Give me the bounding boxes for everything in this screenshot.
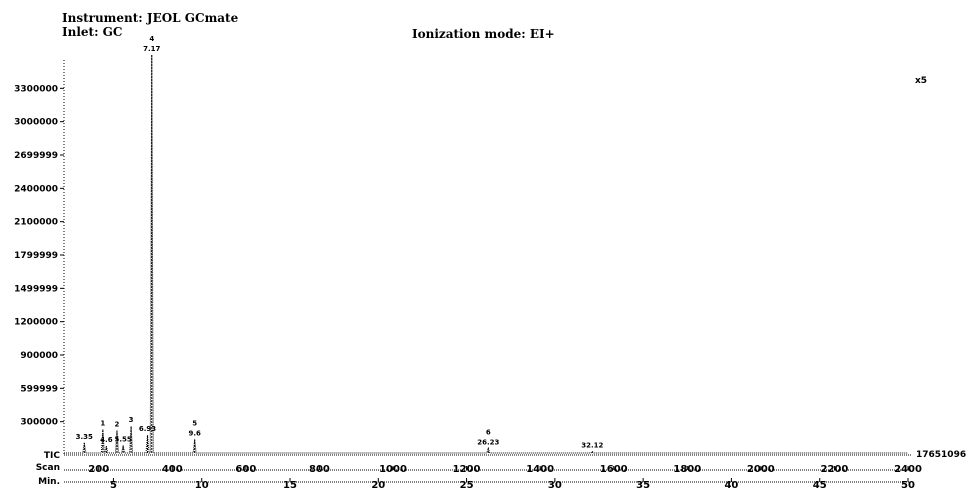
y-tick-label: 3000000 xyxy=(14,118,58,128)
peak-label-group: 3.35 1 4.62 5.55 3 6.93 7.17 4 9.6 5 26.23 6 32.12 xyxy=(76,35,604,450)
tic-label: TIC xyxy=(44,451,60,461)
y-tick-label: 900000 xyxy=(20,351,58,361)
peak-number-label: 2 xyxy=(115,421,120,429)
peak-rt-label: 3.35 xyxy=(76,433,93,441)
y-tick-label: 300000 xyxy=(20,418,58,428)
scan-tick-label: 800 xyxy=(309,464,330,475)
min-label: Min. xyxy=(38,477,60,487)
y-tick-label: 2400000 xyxy=(14,184,58,194)
tic-trace-group xyxy=(64,54,908,454)
y-tick-label: 2100000 xyxy=(14,218,58,228)
y-tick-label: 1200000 xyxy=(14,318,58,328)
peak-number-label: 5 xyxy=(192,419,197,427)
peak-rt-label: 6.93 xyxy=(139,425,156,433)
peak-number-label: 1 xyxy=(100,419,105,427)
min-tick-label: 25 xyxy=(460,480,474,490)
scan-tick-label: 1400 xyxy=(526,464,554,475)
scan-label: Scan xyxy=(36,463,60,473)
tic-trace-line xyxy=(64,54,908,454)
min-tick-label: 15 xyxy=(283,480,297,490)
y-tick-label: 599999 xyxy=(20,384,58,394)
tic-max-label: 17651096 xyxy=(916,450,966,460)
scan-tick-label: 1000 xyxy=(379,464,407,475)
min-tick-group: 5 10 15 20 25 30 35 40 45 50 xyxy=(110,478,915,491)
scan-tick-label: 1800 xyxy=(673,464,701,475)
ionization-mode-label: Ionization mode: EI+ xyxy=(412,27,555,41)
scan-tick-label: 2400 xyxy=(894,464,922,475)
y-tick-group: 300000 599999 900000 1200000 1499999 1799999 2… xyxy=(14,84,64,428)
y-tick-label: 2699999 xyxy=(14,151,58,161)
scan-tick-label: 1200 xyxy=(453,464,481,475)
scan-tick-label: 2000 xyxy=(747,464,775,475)
y-tick-label: 3300000 xyxy=(14,84,58,94)
y-tick-label: 1799999 xyxy=(14,251,58,261)
min-tick-label: 20 xyxy=(371,480,385,490)
scan-tick-label: 2200 xyxy=(821,464,849,475)
scan-tick-group: 200 400 600 800 1000 1200 1400 1600 1800 2000 2200… xyxy=(88,464,922,475)
peak-rt-label: 7.17 xyxy=(143,45,160,53)
multiplier-label: x5 xyxy=(915,76,927,86)
scan-tick-label: 200 xyxy=(88,464,109,475)
min-tick-label: 30 xyxy=(548,480,562,490)
inlet-label: Inlet: GC xyxy=(62,25,122,39)
peak-rt-label: 32.12 xyxy=(581,442,603,450)
min-tick-label: 50 xyxy=(901,480,915,490)
min-tick-label: 45 xyxy=(813,480,827,490)
scan-tick-label: 600 xyxy=(235,464,256,475)
peak-number-label: 3 xyxy=(129,416,134,424)
instrument-label: Instrument: JEOL GCmate xyxy=(62,11,239,25)
min-tick-label: 5 xyxy=(110,480,117,490)
y-tick-label: 1499999 xyxy=(14,284,58,294)
peak-rt-label: 5.55 xyxy=(115,436,132,444)
min-tick-label: 40 xyxy=(724,480,738,490)
min-tick-label: 35 xyxy=(636,480,650,490)
peak-number-label: 6 xyxy=(486,428,491,436)
peak-rt-label: 9.6 xyxy=(188,429,201,437)
peak-rt-label: 26.23 xyxy=(477,438,499,446)
scan-tick-label: 1600 xyxy=(600,464,628,475)
min-tick-label: 10 xyxy=(195,480,209,490)
peak-number-label: 4 xyxy=(149,35,154,43)
peak-rt-label: 4.6 xyxy=(100,436,113,444)
scan-tick-label: 400 xyxy=(162,464,183,475)
